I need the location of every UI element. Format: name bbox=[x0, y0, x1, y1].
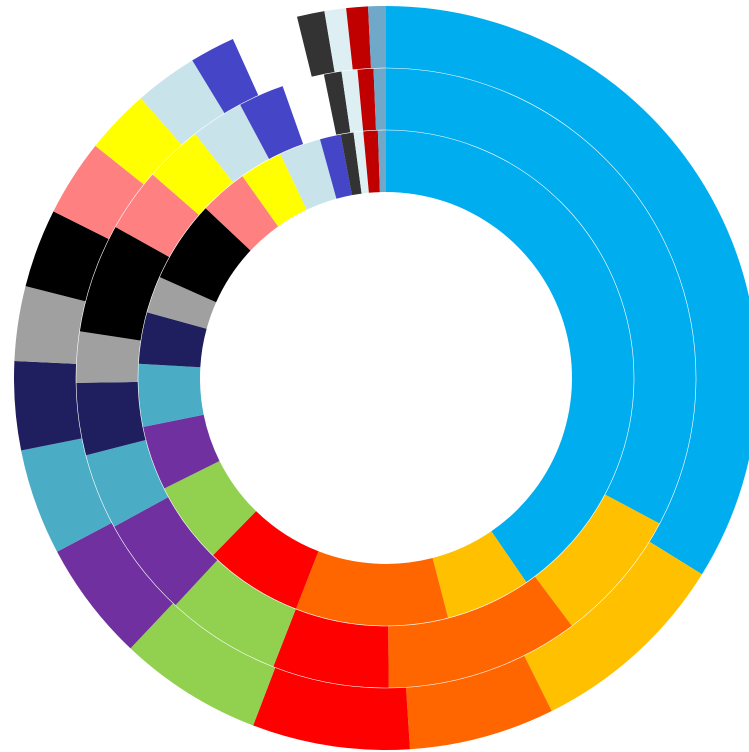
ring-outer bbox=[14, 5, 749, 751]
slice-inner-dark-gray bbox=[340, 132, 362, 196]
slice-outer-light-blue bbox=[140, 60, 225, 145]
slice-inner-red bbox=[212, 511, 319, 610]
slice-inner-steel-blue bbox=[377, 129, 386, 193]
slice-outer-navy bbox=[14, 361, 82, 451]
slice-inner-salmon bbox=[205, 175, 279, 251]
slice-middle-steel-blue bbox=[373, 67, 386, 131]
slice-outer-red bbox=[253, 667, 410, 751]
slice-middle-light-blue bbox=[195, 104, 270, 183]
slice-outer-salmon bbox=[53, 145, 144, 240]
slice-middle-navy bbox=[76, 381, 146, 456]
slice-outer-orange bbox=[405, 655, 552, 750]
slice-outer-yellow bbox=[95, 98, 182, 185]
slice-inner-yellow bbox=[242, 153, 307, 227]
slice-inner-indigo bbox=[319, 134, 352, 199]
slice-middle-pale-blue bbox=[341, 69, 364, 133]
slice-outer-dark-red bbox=[346, 6, 372, 70]
slice-outer-black bbox=[25, 211, 109, 302]
slice-middle-teal bbox=[85, 439, 169, 527]
slice-inner-orange bbox=[295, 551, 449, 627]
slice-middle-orange bbox=[388, 576, 572, 688]
slice-inner-pale-blue bbox=[353, 131, 369, 194]
slice-outer-lime-green bbox=[130, 603, 276, 726]
ring-separator-2 bbox=[75, 67, 697, 689]
slice-inner-teal bbox=[138, 363, 204, 428]
slice-middle-salmon bbox=[115, 174, 200, 258]
ring-middle bbox=[76, 67, 697, 689]
slice-outer-amber bbox=[524, 541, 702, 712]
slice-outer-purple bbox=[57, 522, 174, 649]
slice-middle-red bbox=[273, 609, 389, 689]
slice-middle-indigo bbox=[239, 85, 304, 160]
slice-outer-steel-blue bbox=[368, 5, 386, 69]
slice-middle-black bbox=[79, 226, 170, 341]
slice-outer-dark-gray bbox=[296, 11, 335, 78]
ring-inner bbox=[138, 129, 634, 627]
slice-outer-gray bbox=[14, 286, 86, 364]
slice-inner-light-blue bbox=[280, 138, 337, 210]
ring-separator-1 bbox=[137, 129, 635, 627]
slice-middle-sky-blue bbox=[386, 68, 697, 524]
slice-middle-lime-green bbox=[175, 559, 296, 667]
slice-inner-black bbox=[159, 208, 251, 303]
slice-inner-navy bbox=[138, 312, 207, 368]
slice-outer-pale-blue bbox=[324, 8, 353, 73]
slice-inner-purple bbox=[142, 414, 220, 489]
slice-middle-amber bbox=[534, 494, 660, 627]
slice-outer-indigo bbox=[192, 38, 259, 114]
slice-outer-teal bbox=[21, 438, 112, 552]
slice-middle-dark-gray bbox=[323, 71, 351, 136]
slice-inner-dark-red bbox=[363, 130, 380, 193]
slice-inner-lime-green bbox=[164, 460, 257, 556]
slice-middle-dark-red bbox=[357, 68, 376, 132]
slice-middle-gray bbox=[76, 331, 141, 383]
slice-inner-sky-blue bbox=[386, 130, 634, 583]
slice-inner-gray bbox=[146, 277, 217, 329]
slice-middle-yellow bbox=[152, 133, 234, 216]
slice-middle-purple bbox=[114, 497, 218, 606]
slice-outer-sky-blue bbox=[386, 6, 749, 575]
